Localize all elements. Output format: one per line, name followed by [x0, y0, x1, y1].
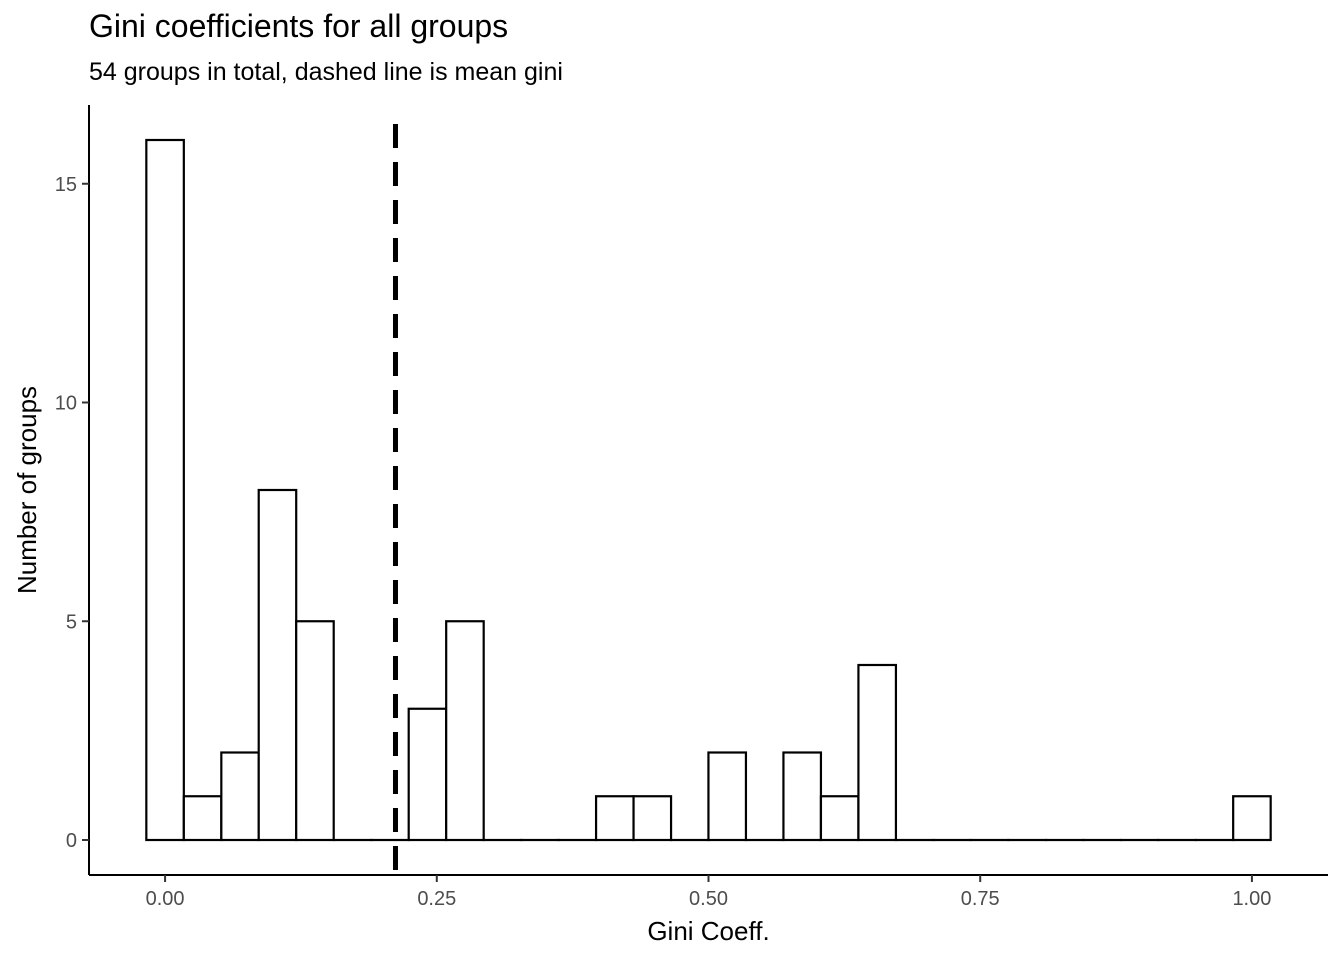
y-tick-label: 0: [66, 830, 77, 852]
x-axis-ticks: 0.00 0.25 0.50 0.75 1.00: [146, 875, 1271, 910]
histogram-bar: [445, 620, 485, 842]
x-axis-title: Gini Coeff.: [647, 916, 769, 946]
y-tick-label: 5: [66, 611, 77, 633]
histogram-bar: [594, 795, 635, 842]
histogram-bar: [220, 751, 260, 842]
x-tick-label: 0.25: [417, 888, 456, 910]
histogram-bar: [782, 751, 823, 842]
x-tick-label: 0.75: [961, 888, 1000, 910]
histogram-bar: [819, 795, 860, 842]
histogram-bar: [407, 707, 448, 842]
histogram-bar: [145, 138, 185, 842]
histogram-bar: [857, 663, 898, 842]
y-axis-title: Number of groups: [12, 386, 42, 594]
histogram-bar: [1232, 795, 1272, 842]
chart-title: Gini coefficients for all groups: [89, 8, 509, 44]
histogram-bar: [182, 795, 223, 842]
y-tick-label: 10: [55, 393, 77, 415]
chart-subtitle: 54 groups in total, dashed line is mean …: [89, 58, 563, 86]
x-tick-label: 0.00: [146, 888, 185, 910]
x-tick-label: 1.00: [1232, 888, 1271, 910]
x-tick-label: 0.50: [689, 888, 728, 910]
histogram-bar: [257, 488, 298, 842]
histogram-bar: [295, 620, 335, 842]
histogram-bar: [707, 751, 748, 842]
y-tick-label: 15: [55, 174, 77, 196]
y-axis-ticks: 0 5 10 15: [55, 174, 89, 852]
histogram-bar: [632, 795, 673, 842]
bars-layer: [145, 138, 1272, 842]
